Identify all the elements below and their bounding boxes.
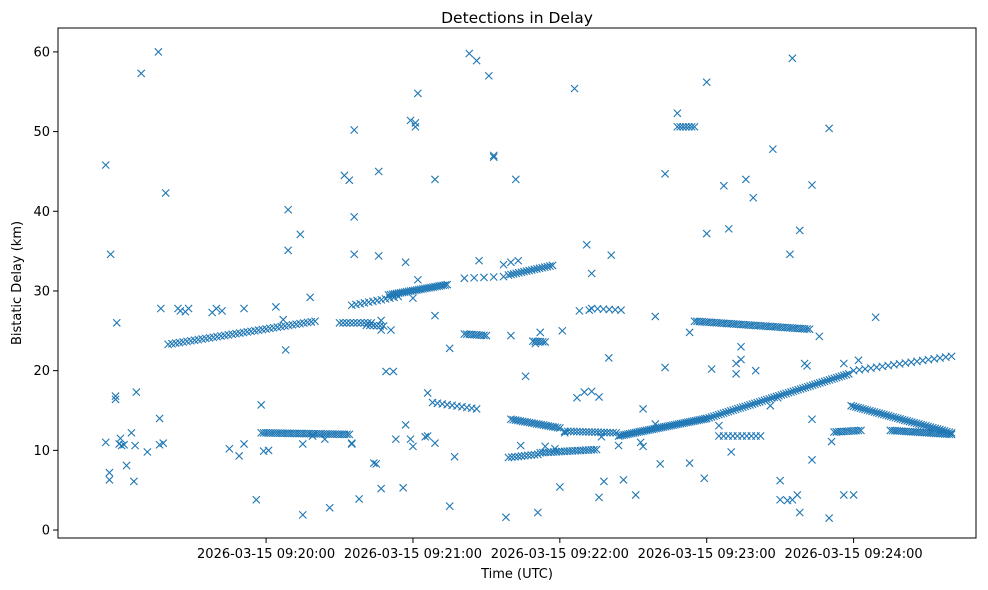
x-tick-label: 2026-03-15 09:22:00 [491,547,629,562]
chart-title: Detections in Delay [441,9,593,27]
y-tick-label: 30 [33,284,50,299]
x-axis-label: Time (UTC) [480,567,553,582]
y-tick-label: 0 [42,524,50,539]
x-tick-label: 2026-03-15 09:23:00 [638,547,776,562]
y-tick-label: 40 [33,205,50,220]
y-tick-label: 10 [33,444,50,459]
x-tick-label: 2026-03-15 09:24:00 [785,547,923,562]
y-tick-label: 50 [33,125,50,140]
x-tick-label: 2026-03-15 09:20:00 [197,547,335,562]
scatter-chart: Detections in Delay 2026-03-15 09:20:00 2… [0,0,988,590]
y-axis-label: Bistatic Delay (km) [10,221,25,345]
figure-background [0,0,988,590]
y-tick-label: 20 [33,364,50,379]
x-tick-label: 2026-03-15 09:21:00 [344,547,482,562]
y-tick-label: 60 [33,45,50,60]
